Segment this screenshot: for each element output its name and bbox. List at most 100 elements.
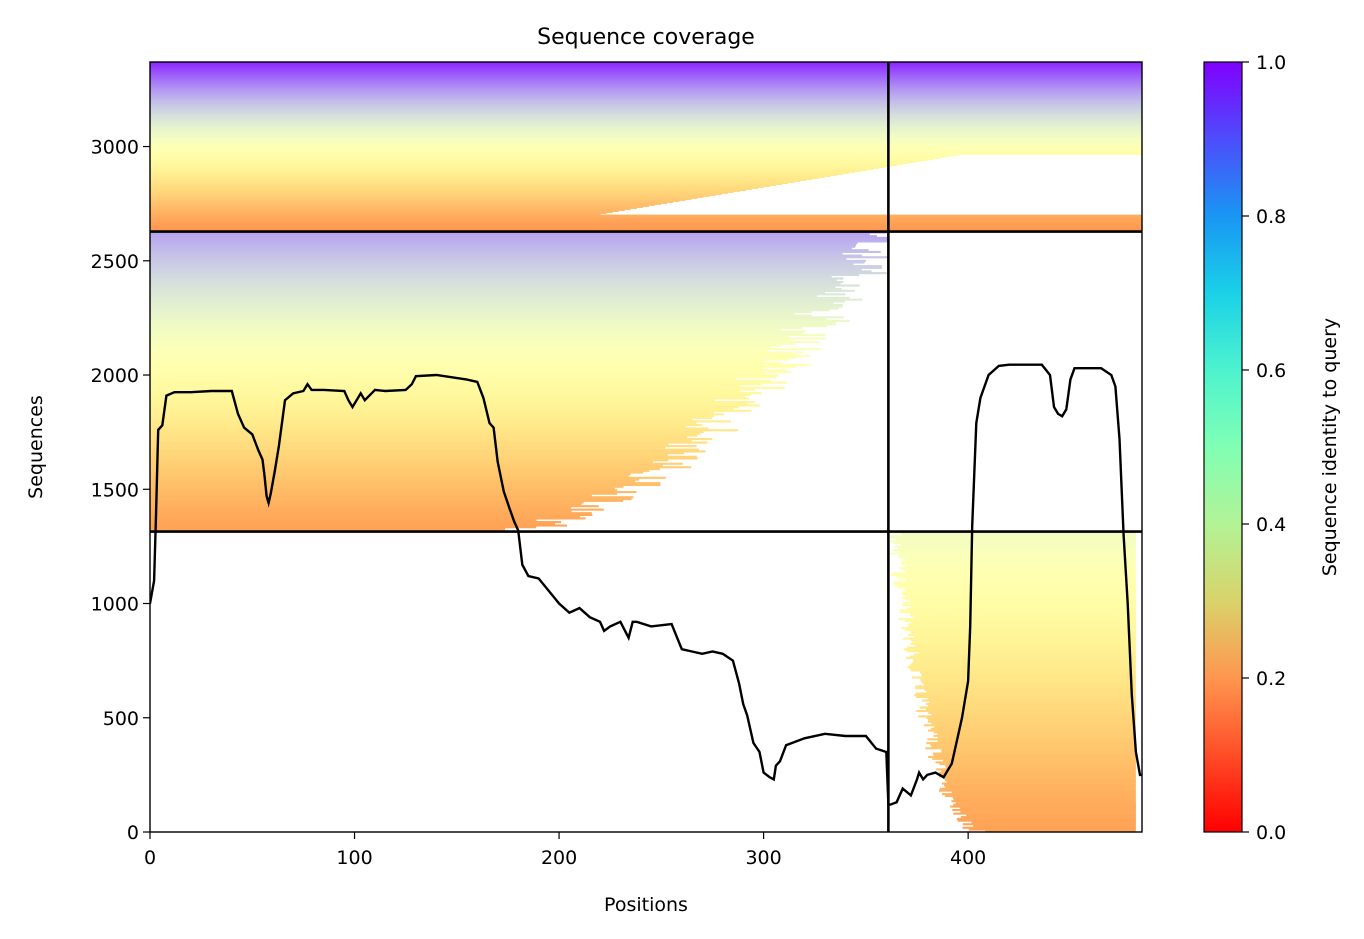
coverage-row xyxy=(953,812,1136,815)
coverage-row xyxy=(907,623,1136,626)
coverage-row xyxy=(150,134,1142,137)
coverage-row xyxy=(915,644,1136,647)
coverage-row xyxy=(150,429,738,432)
coverage-row xyxy=(150,489,618,492)
coverage-row xyxy=(968,828,1136,831)
coverage-row xyxy=(150,95,1142,98)
coverage-row xyxy=(150,420,732,423)
coverage-row xyxy=(150,76,1142,78)
coverage-row xyxy=(933,731,1136,734)
coverage-row xyxy=(922,681,1136,684)
coverage-row xyxy=(150,252,843,255)
coverage-row xyxy=(913,658,1136,661)
coverage-row xyxy=(150,172,849,174)
coverage-row xyxy=(150,80,1142,82)
coverage-row xyxy=(955,802,1136,805)
coverage-row xyxy=(150,190,740,192)
coverage-row xyxy=(150,148,1142,151)
coverage-row xyxy=(150,88,1142,91)
coverage-row xyxy=(150,221,1142,223)
coverage-row xyxy=(150,105,1142,108)
coverage-row xyxy=(150,118,1142,121)
coverage-row xyxy=(150,272,887,275)
coverage-row xyxy=(920,678,1136,681)
coverage-row xyxy=(150,323,837,326)
coverage-row xyxy=(150,273,860,276)
coverage-row xyxy=(150,268,862,271)
coverage-row xyxy=(150,162,910,164)
coverage-row xyxy=(150,386,785,389)
coverage-row xyxy=(150,135,1142,138)
coverage-row xyxy=(150,223,1142,225)
coverage-row xyxy=(150,160,922,162)
coverage-row xyxy=(952,809,1136,812)
coverage-row xyxy=(150,125,1142,128)
coverage-row xyxy=(150,249,869,252)
coverage-row xyxy=(150,466,692,469)
coverage-row xyxy=(937,740,1136,743)
coverage-row xyxy=(150,522,555,525)
coverage-row xyxy=(150,63,1142,65)
coverage-row xyxy=(150,99,1142,102)
coverage-row xyxy=(150,166,885,168)
y-axis-label: Sequences xyxy=(25,395,47,499)
coverage-row xyxy=(892,582,1136,585)
coverage-row xyxy=(150,128,1142,131)
coverage-row xyxy=(150,157,940,159)
coverage-row xyxy=(150,180,801,182)
coverage-row xyxy=(939,789,1136,792)
coverage-row xyxy=(150,168,873,170)
x-tick-label: 300 xyxy=(745,847,781,869)
coverage-row xyxy=(150,150,1142,153)
coverage-row xyxy=(921,674,1136,677)
coverage-row xyxy=(150,333,826,336)
coverage-row xyxy=(150,266,882,269)
coverage-row xyxy=(150,461,653,464)
coverage-row xyxy=(150,87,1142,90)
coverage-row xyxy=(150,85,1142,88)
coverage-row xyxy=(150,196,704,198)
coverage-row xyxy=(150,144,1142,147)
coverage-row xyxy=(150,263,854,266)
coverage-row xyxy=(928,711,1136,714)
coverage-row xyxy=(910,639,1136,642)
coverage-row xyxy=(150,448,699,451)
coverage-row xyxy=(150,174,837,176)
coverage-row xyxy=(932,752,1136,755)
coverage-row xyxy=(150,245,856,248)
coverage-row xyxy=(910,614,1136,617)
coverage-row xyxy=(150,141,1142,144)
coverage-row xyxy=(150,282,841,285)
coverage-row xyxy=(893,542,1136,545)
coverage-row xyxy=(966,814,1136,817)
coverage-row xyxy=(941,770,1136,773)
coverage-row xyxy=(888,536,1136,539)
coverage-row xyxy=(892,549,1136,552)
coverage-row xyxy=(150,300,845,303)
coverage-row xyxy=(150,395,745,398)
coverage-row xyxy=(150,191,734,193)
coverage-row xyxy=(924,688,1136,691)
coverage-row xyxy=(150,298,863,301)
coverage-row xyxy=(150,206,643,208)
coverage-row xyxy=(150,475,629,478)
coverage-row xyxy=(150,199,686,201)
coverage-row xyxy=(150,97,1142,100)
coverage-row xyxy=(150,492,618,495)
coverage-row xyxy=(150,374,779,377)
coverage-row xyxy=(150,356,797,359)
coverage-row xyxy=(150,496,634,499)
coverage-row xyxy=(150,194,716,196)
coverage-row xyxy=(150,108,1142,111)
coverage-row xyxy=(904,558,1136,561)
coverage-row xyxy=(150,326,803,329)
coverage-row xyxy=(900,533,1136,536)
coverage-row xyxy=(150,505,599,508)
coverage-row xyxy=(150,142,1142,145)
coverage-row xyxy=(961,816,1136,819)
coverage-row xyxy=(905,657,1136,660)
coverage-row xyxy=(150,371,792,374)
coverage-row xyxy=(918,715,1136,718)
coverage-row xyxy=(150,149,1142,152)
